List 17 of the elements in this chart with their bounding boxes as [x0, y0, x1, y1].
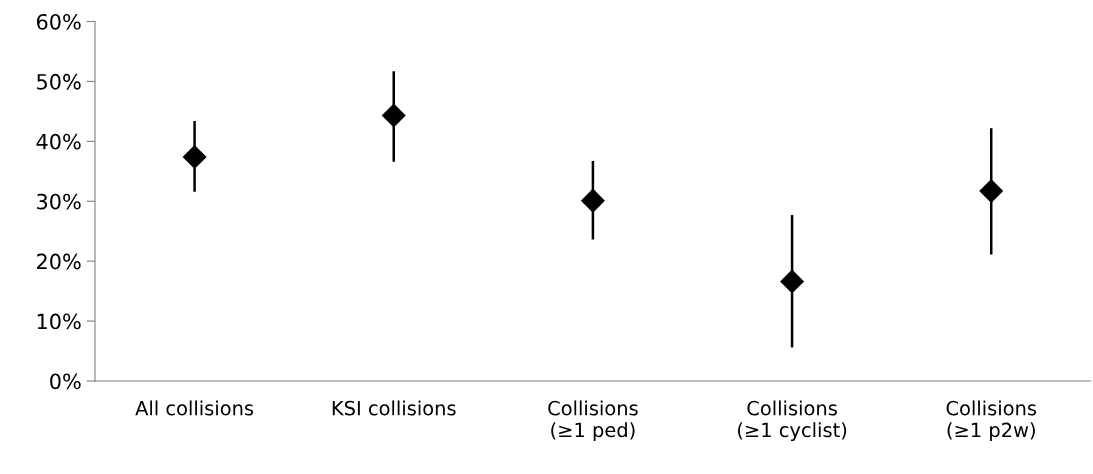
point	[381, 103, 406, 128]
point	[182, 144, 207, 169]
y-tick-label: 20%	[37, 253, 81, 270]
x-tick-label: All collisions	[135, 400, 254, 416]
y-tick-label: 40%	[36, 133, 81, 150]
x-tick-label: KSI collisions	[332, 400, 456, 416]
y-tick-label: 30%	[37, 193, 81, 210]
x-tick-label: Collisions (≥1 ped)	[548, 400, 638, 442]
x-tick-label: Collisions (≥1 cyclist)	[738, 400, 847, 442]
y-tick-label: 10%	[37, 313, 81, 330]
y-tick-label: 0%	[50, 373, 81, 390]
point	[780, 269, 805, 294]
y-tick-label: 60%	[36, 13, 81, 30]
y-tick-label: 50%	[37, 73, 81, 90]
x-tick-label: Collisions (≥1 p2w)	[946, 400, 1037, 442]
point	[580, 188, 605, 213]
point	[979, 179, 1004, 204]
